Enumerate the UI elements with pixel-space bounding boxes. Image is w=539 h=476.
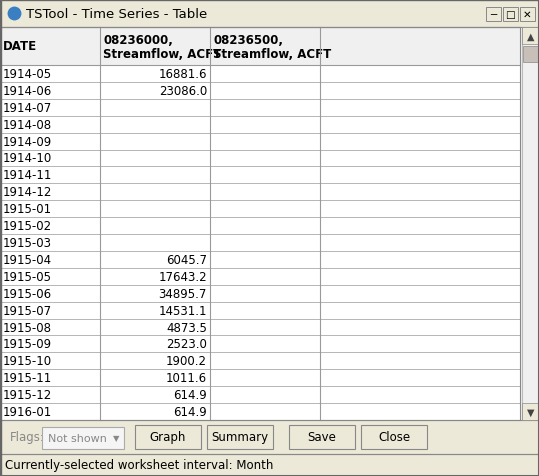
Text: 1914-11: 1914-11 (3, 169, 52, 182)
Bar (42, 427, 124, 449)
Text: DATE: DATE (3, 40, 37, 53)
Text: 614.9: 614.9 (173, 388, 207, 401)
Text: 6045.7: 6045.7 (166, 253, 207, 267)
Text: 614.9: 614.9 (173, 405, 207, 418)
Bar (520, 28, 522, 420)
Text: 1915-07: 1915-07 (3, 304, 52, 317)
Bar (522, 403, 539, 420)
Text: 1915-05: 1915-05 (3, 270, 52, 283)
Bar (0, 420, 539, 454)
Text: 1915-06: 1915-06 (3, 287, 52, 300)
Text: 1914-09: 1914-09 (3, 135, 52, 148)
Bar (289, 425, 355, 449)
Text: 1914-05: 1914-05 (3, 68, 52, 81)
Text: ─: ─ (490, 10, 496, 20)
Bar (207, 425, 273, 449)
Text: 08236000,: 08236000, (103, 33, 173, 46)
Text: 1915-02: 1915-02 (3, 219, 52, 233)
Bar (0, 28, 520, 66)
Text: 1915-11: 1915-11 (3, 371, 52, 385)
Text: Graph: Graph (150, 431, 186, 444)
Bar (523, 47, 538, 63)
Text: 1915-04: 1915-04 (3, 253, 52, 267)
Text: 08236500,: 08236500, (213, 33, 283, 46)
Text: ▼: ▼ (113, 434, 119, 443)
Text: ▼: ▼ (527, 407, 534, 416)
Bar (0, 28, 520, 420)
Text: 1914-08: 1914-08 (3, 119, 52, 131)
Text: 1915-03: 1915-03 (3, 237, 52, 249)
Text: 1915-10: 1915-10 (3, 355, 52, 367)
Text: TSTool - Time Series - Table: TSTool - Time Series - Table (26, 8, 208, 20)
Text: 1914-06: 1914-06 (3, 85, 52, 98)
Text: 4873.5: 4873.5 (166, 321, 207, 334)
Text: ✕: ✕ (523, 10, 531, 20)
Text: 1914-07: 1914-07 (3, 101, 52, 115)
Text: Not shown: Not shown (48, 433, 107, 443)
Text: 17643.2: 17643.2 (158, 270, 207, 283)
Bar (0, 0, 539, 28)
Bar (0, 454, 539, 476)
Bar (135, 425, 201, 449)
Bar (486, 8, 501, 22)
Bar (503, 8, 518, 22)
Text: 1915-01: 1915-01 (3, 203, 52, 216)
Text: 1914-12: 1914-12 (3, 186, 52, 199)
Text: 34895.7: 34895.7 (158, 287, 207, 300)
Bar (361, 425, 427, 449)
Text: 14531.1: 14531.1 (158, 304, 207, 317)
Text: Save: Save (308, 431, 336, 444)
Text: 1915-09: 1915-09 (3, 337, 52, 351)
Text: Currently-selected worksheet interval: Month: Currently-selected worksheet interval: M… (5, 458, 273, 472)
Bar (522, 28, 539, 420)
Text: 1011.6: 1011.6 (166, 371, 207, 385)
Bar (0, 28, 520, 420)
Text: 2523.0: 2523.0 (166, 337, 207, 351)
Text: Flags:: Flags: (10, 431, 45, 444)
Text: ▲: ▲ (527, 31, 534, 41)
Text: 1916-01: 1916-01 (3, 405, 52, 418)
Text: □: □ (505, 10, 515, 20)
Text: 1914-10: 1914-10 (3, 152, 52, 165)
Text: Summary: Summary (211, 431, 268, 444)
Text: 23086.0: 23086.0 (159, 85, 207, 98)
Text: Streamflow, ACFT: Streamflow, ACFT (213, 49, 331, 61)
Text: Close: Close (378, 431, 410, 444)
Text: 1900.2: 1900.2 (166, 355, 207, 367)
Text: 16881.6: 16881.6 (158, 68, 207, 81)
Bar (522, 28, 539, 45)
Text: Streamflow, ACFT: Streamflow, ACFT (103, 49, 221, 61)
Text: 1915-12: 1915-12 (3, 388, 52, 401)
Text: 1915-08: 1915-08 (3, 321, 52, 334)
Bar (520, 8, 535, 22)
